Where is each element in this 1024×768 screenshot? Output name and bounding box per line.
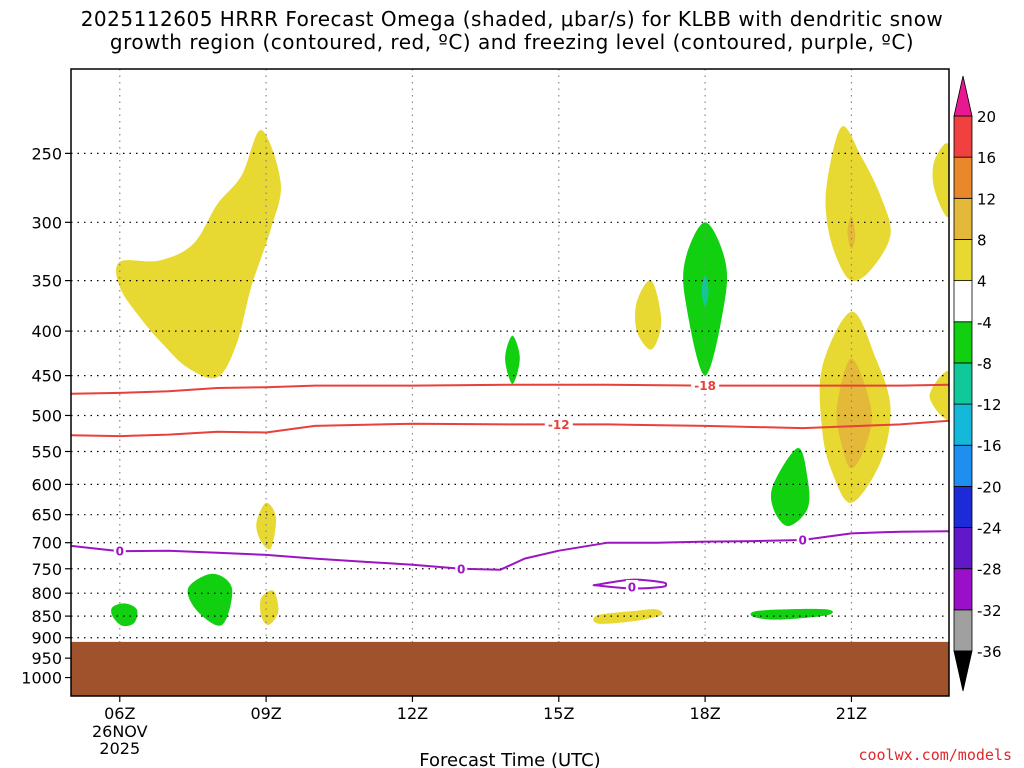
y-tick-label-500: 500: [31, 406, 62, 425]
colorbar-segment-4: [953, 444, 973, 487]
colorbar-label-4: 4: [977, 273, 987, 291]
contour-label-bg-5: [625, 579, 638, 594]
colorbar-label--8: -8: [977, 355, 992, 373]
x-axis-label: Forecast Time (UTC): [419, 750, 600, 768]
y-tick-label-400: 400: [31, 322, 62, 341]
contour-label-bg-4: [796, 532, 809, 547]
contour-lines: -18 -12 0 0 0 0: [71, 378, 949, 594]
contour-label-1: -12: [548, 418, 570, 432]
y-tick-label-800: 800: [31, 584, 62, 603]
omega-shading: [111, 126, 949, 627]
contour-label-4: 0: [798, 533, 806, 547]
colorbar-label--12: -12: [977, 396, 1002, 414]
omega-region-9: [259, 590, 279, 625]
y-tick-label-450: 450: [31, 367, 62, 386]
contour-line-2: [71, 530, 949, 571]
colorbar-segment-9: [953, 239, 973, 282]
y-tick-label-250: 250: [31, 144, 62, 163]
x-date-label-1: 2025: [99, 739, 140, 758]
colorbar-segment-8: [953, 280, 973, 323]
contour-label-2: 0: [116, 545, 124, 559]
colorbar-label--16: -16: [977, 437, 1002, 455]
colorbar-label-12: 12: [977, 190, 996, 208]
contour-label-5: 0: [628, 580, 636, 594]
contour-line-0: [71, 383, 949, 395]
colorbar-label-8: 8: [977, 231, 987, 249]
title-line-1: 2025112605 HRRR Forecast Omega (shaded, …: [80, 7, 944, 31]
omega-region-1: [825, 126, 891, 281]
colorbar-bottom-arrow: [953, 650, 973, 692]
ground-fill: [71, 641, 949, 696]
x-tick-label-06Z: 06Z: [104, 704, 135, 723]
omega-region-6: [929, 371, 949, 420]
colorbar-label--4: -4: [977, 314, 992, 332]
omega-region-8: [256, 502, 277, 550]
colorbar-segment-3: [953, 485, 973, 528]
omega-region-14: [770, 447, 810, 527]
colorbar: -36 -32 -28 -24 -20 -16 -12 -8 -4 4 8 12 16 20: [953, 75, 1002, 692]
omega-region-13: [505, 335, 520, 384]
omega-region-7: [635, 280, 662, 350]
colorbar-segment-5: [953, 403, 973, 446]
omega-region-15: [187, 573, 233, 626]
y-tick-label-300: 300: [31, 213, 62, 232]
colorbar-label-16: 16: [977, 149, 996, 167]
omega-region-10: [593, 609, 663, 624]
colorbar-label--20: -20: [977, 478, 1002, 496]
omega-region-5: [932, 143, 949, 218]
x-date-label-0: 26NOV: [92, 722, 148, 741]
contour-label-bg-2: [113, 544, 126, 559]
y-tick-label-550: 550: [31, 443, 62, 462]
x-tick-label-18Z: 18Z: [689, 704, 720, 723]
colorbar-label-20: 20: [977, 108, 996, 126]
colorbar-segment-0: [953, 609, 973, 652]
colorbar-label--36: -36: [977, 643, 1002, 661]
colorbar-label--28: -28: [977, 561, 1002, 579]
chart-title: 2025112605 HRRR Forecast Omega (shaded, …: [0, 8, 1024, 54]
y-tick-label-750: 750: [31, 560, 62, 579]
colorbar-segment-12: [953, 115, 973, 158]
colorbar-segment-7: [953, 321, 973, 364]
colorbar-label--24: -24: [977, 520, 1002, 538]
y-tick-label-950: 950: [31, 649, 62, 668]
colorbar-segment-2: [953, 527, 973, 570]
contour-label-3: 0: [457, 562, 465, 576]
y-tick-label-650: 650: [31, 506, 62, 525]
plot-frame: [70, 68, 950, 697]
omega-region-17: [750, 608, 833, 620]
contour-label-bg-0: [691, 378, 720, 393]
y-tick-label-700: 700: [31, 534, 62, 553]
source-credit: coolwx.com/models: [858, 746, 1012, 764]
y-tick-label-850: 850: [31, 607, 62, 626]
x-tick-label-12Z: 12Z: [397, 704, 428, 723]
y-tick-label-900: 900: [31, 629, 62, 648]
omega-region-0: [116, 129, 281, 379]
colorbar-segment-11: [953, 156, 973, 199]
x-tick-label-09Z: 09Z: [250, 704, 281, 723]
y-tick-label-600: 600: [31, 475, 62, 494]
ground-layer: [71, 641, 949, 696]
contour-line-1: [71, 419, 949, 438]
contour-line-3: [592, 578, 668, 590]
colorbar-label--32: -32: [977, 602, 1002, 620]
x-tick-label-15Z: 15Z: [543, 704, 574, 723]
colorbar-segment-6: [953, 362, 973, 405]
colorbar-segment-1: [953, 568, 973, 611]
y-tick-label-1000: 1000: [21, 669, 62, 688]
y-tick-label-350: 350: [31, 272, 62, 291]
contour-label-bg-1: [544, 417, 573, 432]
contour-label-0: -18: [694, 379, 716, 393]
omega-region-16: [111, 603, 138, 627]
x-tick-label-21Z: 21Z: [836, 704, 867, 723]
title-line-2: growth region (contoured, red, ºC) and f…: [109, 30, 915, 54]
colorbar-top-arrow: [953, 75, 973, 117]
colorbar-segment-10: [953, 197, 973, 240]
y-axis: 250 300 350 400 450 500 550 600 650 700 750 800 850 9…: [21, 144, 71, 688]
contour-label-bg-3: [455, 561, 468, 576]
